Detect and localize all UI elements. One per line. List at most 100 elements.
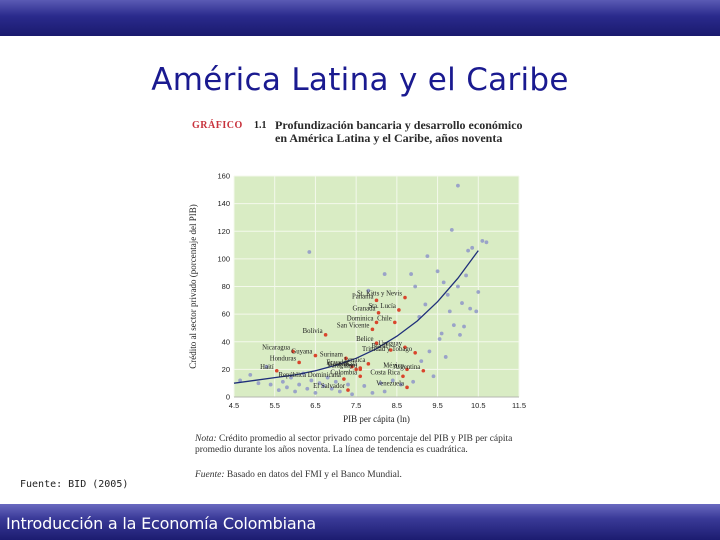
country-label: Colombia [330, 369, 357, 376]
data-point [307, 250, 312, 254]
country-point [401, 374, 405, 379]
country-point [291, 349, 295, 354]
data-point [362, 384, 367, 388]
data-point [248, 373, 253, 377]
data-point [399, 382, 403, 387]
data-point [468, 306, 473, 311]
data-point [346, 382, 350, 387]
data-point [309, 378, 314, 383]
country-label: Dominica [347, 315, 374, 322]
data-point [441, 280, 446, 285]
data-point [390, 378, 395, 383]
data-point [419, 359, 424, 363]
country-label: Bolivia [303, 328, 323, 335]
data-point [350, 392, 354, 397]
figure-source-label: Fuente: [195, 470, 225, 480]
note-text: Crédito promedio al sector privado como … [195, 434, 513, 455]
country-label: Haití [260, 364, 274, 371]
figure-source: Fuente: Basado en datos del FMI y el Ban… [195, 470, 525, 480]
country-point [313, 353, 318, 358]
y-axis-label: Crédito al sector privado (porcentaje de… [188, 204, 198, 368]
country-point [358, 366, 363, 370]
country-point [344, 356, 348, 361]
data-point [462, 324, 466, 329]
data-point [276, 388, 281, 392]
scatter-chart: 4.5 5.5 6.5 7.5 8.5 9.5 10.5 11.5 0 20 40 60 80 100 12… [188, 172, 526, 425]
country-point [413, 351, 417, 355]
data-point [437, 337, 442, 341]
country-point [346, 388, 350, 392]
y-tick-label: 160 [217, 172, 230, 181]
country-label: República Dominicana [278, 372, 340, 379]
country-point [370, 327, 375, 332]
data-point [409, 272, 414, 276]
figure-note: Nota: Crédito promedio al sector privado… [195, 434, 525, 455]
data-point [337, 389, 342, 394]
slide-title: América Latina y el Caribe [151, 62, 569, 98]
data-point [451, 323, 456, 328]
y-tick-label: 80 [222, 282, 230, 291]
country-point [354, 367, 358, 372]
country-point [393, 320, 397, 325]
data-point [449, 227, 454, 232]
x-tick-label: 5.5 [269, 401, 279, 410]
data-point [293, 389, 297, 394]
y-tick-label: 100 [217, 254, 230, 263]
y-tick-label: 0 [226, 393, 230, 402]
data-point [484, 240, 489, 245]
data-point [445, 292, 450, 297]
country-label: Argentina [393, 364, 420, 371]
data-point [268, 382, 273, 387]
country-label: Granada [353, 306, 376, 313]
x-tick-label: 8.5 [392, 401, 402, 410]
data-point [321, 384, 326, 388]
y-tick-label: 40 [222, 337, 230, 346]
country-point [274, 368, 279, 373]
country-label: San Vicente [337, 322, 370, 329]
country-point [421, 368, 426, 373]
data-point [325, 375, 330, 380]
country-point [323, 333, 328, 337]
country-point [297, 360, 301, 365]
data-point [439, 331, 444, 336]
x-tick-label: 7.5 [351, 401, 361, 410]
country-point [403, 295, 407, 300]
country-label: México [383, 362, 404, 369]
country-point [397, 308, 401, 312]
country-point [388, 348, 393, 352]
data-point [333, 379, 338, 384]
footer-text: Introducción a la Economía Colombiana [6, 514, 317, 533]
data-point [370, 390, 375, 395]
y-tick-label: 20 [222, 365, 230, 374]
data-point [289, 375, 293, 380]
note-label: Nota: [195, 434, 217, 444]
data-point [480, 239, 485, 243]
country-label: Brasil [372, 343, 388, 350]
data-point [423, 302, 428, 307]
country-point [403, 345, 407, 350]
x-tick-label: 9.5 [432, 401, 442, 410]
data-point [474, 309, 479, 314]
y-tick-label: 120 [217, 227, 230, 236]
country-point [405, 385, 409, 390]
country-point [358, 374, 363, 379]
country-point [405, 367, 409, 372]
country-label: Nicaragua [262, 344, 290, 351]
data-point [443, 355, 448, 359]
country-label: St. Kitts y Nevis [357, 291, 402, 298]
y-tick-label: 140 [217, 199, 230, 208]
data-point [280, 379, 285, 384]
data-point [466, 248, 471, 253]
country-point [376, 310, 381, 315]
data-point [378, 381, 383, 386]
data-point [411, 379, 416, 384]
country-label: Honduras [270, 355, 297, 362]
data-point [285, 385, 289, 390]
data-point [297, 382, 302, 387]
data-point [460, 301, 464, 305]
data-point [458, 332, 462, 337]
country-label: Jamaica [343, 357, 365, 364]
data-point [317, 381, 322, 386]
data-point [366, 288, 371, 293]
data-point [264, 364, 269, 369]
